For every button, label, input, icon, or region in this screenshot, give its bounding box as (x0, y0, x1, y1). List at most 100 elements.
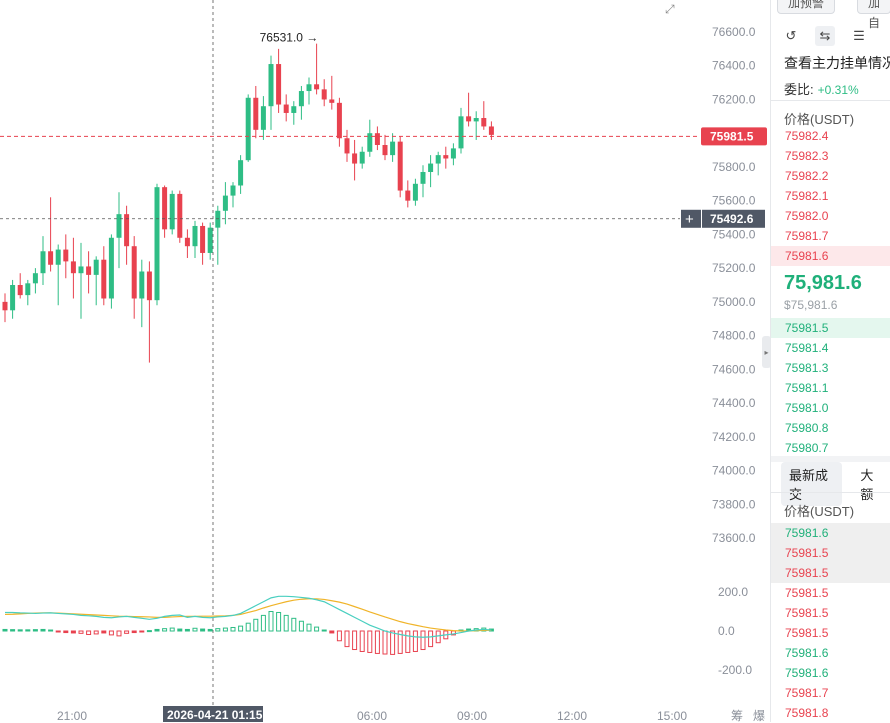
tab-large-trades[interactable]: 大额 (860, 468, 874, 502)
ask-row[interactable]: 75981.6 (771, 246, 890, 266)
time-axis-label: 15:00 (657, 709, 687, 722)
candle-body (230, 185, 236, 196)
trade-row[interactable]: 75981.5 (771, 563, 890, 583)
macd-histogram-bar (200, 628, 206, 632)
ask-row[interactable]: 75982.0 (785, 209, 829, 223)
orderbook-view-toggle: ↺ ⇆ ☰ (781, 26, 869, 46)
macd-dea-line (4, 598, 492, 632)
ask-row[interactable]: 75982.1 (785, 189, 829, 203)
price-axis-label: 73800.0 (712, 497, 756, 511)
price-axis-label: 74400.0 (712, 396, 756, 410)
ask-row[interactable]: 75981.7 (785, 229, 829, 243)
bid-row[interactable]: 75980.7 (785, 441, 829, 455)
candle-body (245, 97, 251, 161)
candle-body (93, 259, 99, 275)
list-view-icon[interactable]: ☰ (853, 28, 865, 43)
high-price-marker: 76531.0 → (260, 31, 319, 45)
trade-row[interactable]: 75981.6 (785, 666, 829, 680)
view-main-orders-link[interactable]: 查看主力挂单情况 (784, 55, 890, 71)
candle-body (283, 104, 289, 113)
trade-row[interactable]: 75981.5 (785, 626, 829, 640)
last-price-tag-text: 75981.5 (710, 129, 754, 143)
chart-canvas[interactable]: 76600.076400.076200.076000.075800.075600… (0, 0, 770, 722)
candle-body (382, 145, 388, 156)
candle-body (260, 106, 266, 130)
fullscreen-icon[interactable]: ⤢ (665, 2, 675, 16)
bid-row[interactable]: 75981.5 (771, 318, 890, 338)
candle-body (10, 285, 16, 311)
mid-price-usd: $75,981.6 (784, 298, 838, 312)
collapse-panel-handle[interactable]: ▸ (762, 336, 771, 368)
macd-histogram-bar (32, 629, 38, 632)
macd-histogram-bar (207, 628, 213, 632)
crosshair-time-text: 2026-04-21 01:15 (167, 708, 263, 722)
ask-row[interactable]: 75982.3 (785, 149, 829, 163)
trade-row[interactable]: 75981.8 (785, 706, 829, 720)
candle-body (200, 225, 206, 253)
macd-histogram-bar (367, 630, 373, 653)
macd-histogram-bar (329, 630, 335, 634)
bid-row[interactable]: 75981.4 (785, 341, 829, 355)
refresh-icon[interactable]: ↺ (785, 28, 797, 43)
tab-latest-trades[interactable]: 最新成交 (781, 462, 843, 506)
candle-body (40, 251, 46, 274)
macd-histogram-bar (124, 630, 130, 634)
add-watchlist-button[interactable]: 加自 (857, 0, 890, 30)
bid-row[interactable]: 75981.0 (785, 401, 829, 415)
candle-body (481, 118, 487, 127)
macd-histogram-bar (131, 630, 137, 634)
candle-body (488, 126, 494, 135)
trade-row[interactable]: 75981.6 (771, 523, 890, 543)
macd-histogram-bar (344, 630, 350, 648)
time-axis-label: 06:00 (357, 709, 387, 722)
macd-axis-label: 200.0 (718, 585, 748, 599)
macd-histogram-bar (390, 630, 396, 655)
price-axis-label: 75200.0 (712, 261, 756, 275)
add-alert-button[interactable]: 加预警 (777, 0, 836, 14)
trade-row[interactable]: 75981.7 (785, 686, 829, 700)
candle-body (405, 190, 411, 201)
ask-row[interactable]: 75982.4 (785, 129, 829, 143)
candle-body (321, 89, 327, 100)
order-panel: 加预警 加自 ↺ ⇆ ☰ 查看主力挂单情况 委比: +0.31% 价格(USDT)… (770, 0, 890, 722)
candle-body (268, 64, 274, 107)
macd-histogram-bar (245, 622, 251, 632)
last-price-tag (701, 127, 767, 146)
candle-body (55, 249, 61, 265)
bid-row[interactable]: 75980.8 (785, 421, 829, 435)
candle-body (473, 118, 479, 122)
macd-axis-label: -200.0 (718, 663, 752, 677)
macd-histogram-bar (253, 618, 259, 632)
macd-histogram-bar (314, 626, 320, 632)
macd-histogram-bar (139, 630, 145, 633)
macd-histogram-bar (192, 627, 198, 632)
split-view-icon[interactable]: ⇆ (815, 26, 835, 46)
trade-row[interactable]: 75981.5 (785, 586, 829, 600)
candle-body (48, 251, 54, 265)
ask-row[interactable]: 75982.2 (785, 169, 829, 183)
price-axis-label: 75600.0 (712, 194, 756, 208)
plus-icon: + (685, 211, 694, 228)
section-separator (771, 456, 890, 462)
candle-body (116, 214, 122, 238)
candle-body (154, 187, 160, 301)
price-axis-label: 74600.0 (712, 362, 756, 376)
trade-row[interactable]: 75981.5 (785, 606, 829, 620)
candle-body (420, 171, 426, 184)
crosshair-price-tag (702, 209, 765, 228)
candle-body (450, 148, 456, 159)
macd-histogram-bar (268, 611, 274, 632)
candle-body (25, 283, 31, 296)
price-axis-label: 74800.0 (712, 329, 756, 343)
candle-body (397, 141, 403, 191)
macd-histogram-bar (359, 630, 365, 652)
candle-body (344, 138, 350, 154)
trade-row[interactable]: 75981.6 (785, 646, 829, 660)
candle-body (169, 193, 175, 230)
bid-row[interactable]: 75981.1 (785, 381, 829, 395)
crosshair-price-text: 75492.6 (710, 212, 754, 226)
candle-body (215, 210, 221, 228)
kline-chart[interactable]: 76600.076400.076200.076000.075800.075600… (0, 0, 770, 722)
bid-row[interactable]: 75981.3 (785, 361, 829, 375)
trade-row[interactable]: 75981.5 (771, 543, 890, 563)
